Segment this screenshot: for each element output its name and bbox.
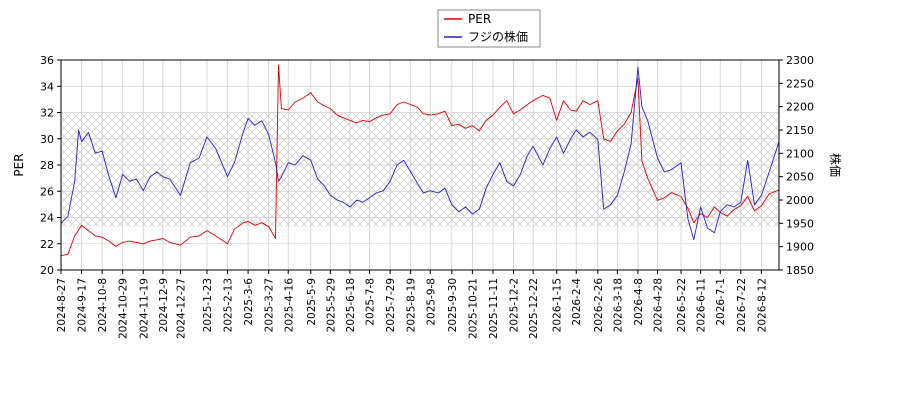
- left-tick-label: 32: [40, 107, 54, 120]
- x-tick-label: 2026-3-18: [612, 278, 624, 332]
- x-tick-label: 2025-7-8: [365, 278, 377, 326]
- x-tick-label: 2026-7-1: [715, 278, 727, 326]
- x-tick-label: 2024-8-27: [56, 278, 68, 332]
- left-tick-label: 28: [40, 159, 54, 172]
- x-tick-label: 2025-1-23: [202, 278, 214, 332]
- left-tick-label: 20: [40, 264, 54, 277]
- legend: PER フジの株価: [437, 9, 541, 48]
- x-tick-label: 2025-5-9: [306, 278, 318, 326]
- left-axis-label: PER: [12, 153, 26, 176]
- x-tick-label: 2025-2-13: [223, 278, 235, 332]
- x-tick-label: 2026-6-11: [696, 278, 708, 332]
- x-tick-label: 2025-4-16: [283, 278, 295, 333]
- left-axis-ticks: 20 22 24 26 28 30 32 34 36: [40, 54, 61, 277]
- x-tick-label: 2025-7-29: [385, 278, 397, 332]
- x-tick-label: 2024-10-8: [97, 278, 109, 332]
- x-tick-label: 2025-5-29: [325, 278, 337, 332]
- x-tick-label: 2025-10-21: [467, 278, 479, 339]
- x-tick-label: 2024-9-17: [77, 278, 89, 332]
- series-group: [61, 64, 779, 257]
- right-axis-label: 株価: [828, 153, 843, 177]
- legend-label-price: フジの株価: [468, 29, 528, 44]
- right-tick-label: 2250: [786, 77, 814, 90]
- x-tick-label: 2026-4-28: [653, 278, 665, 332]
- left-tick-label: 24: [40, 212, 54, 225]
- x-tick-label: 2024-12-27: [176, 278, 188, 339]
- legend-label-per: PER: [468, 12, 491, 26]
- right-tick-label: 2300: [786, 54, 814, 67]
- x-tick-label: 2024-12-9: [158, 278, 170, 332]
- grid-lines: [60, 59, 779, 271]
- x-tick-label: 2025-9-8: [425, 278, 437, 326]
- x-tick-label: 2026-5-22: [676, 278, 688, 332]
- x-tick-label: 2024-10-29: [118, 278, 130, 339]
- legend-box: [437, 9, 541, 48]
- x-tick-label: 2025-12-22: [528, 278, 540, 339]
- x-tick-label: 2025-6-18: [345, 278, 357, 332]
- left-tick-label: 26: [40, 185, 54, 198]
- left-tick-label: 34: [40, 80, 54, 93]
- right-tick-label: 1850: [786, 264, 814, 277]
- x-tick-label: 2025-3-27: [264, 278, 276, 332]
- right-axis-ticks: 1850 1900 1950 2000 2050 2100 2150 2200 2250 2300: [779, 54, 814, 277]
- x-tick-label: 2026-7-22: [736, 278, 748, 332]
- right-tick-label: 2200: [786, 101, 814, 114]
- left-tick-label: 36: [40, 54, 54, 67]
- x-tick-label: 2025-3-6: [243, 278, 255, 326]
- x-tick-label: 2026-2-26: [593, 278, 605, 333]
- x-tick-label: 2026-8-12: [756, 278, 768, 332]
- series-line-1: [61, 66, 779, 241]
- right-tick-label: 2150: [786, 124, 814, 137]
- x-tick-label: 2026-1-15: [552, 278, 564, 332]
- x-tick-label: 2025-8-19: [406, 278, 418, 332]
- right-tick-label: 2050: [786, 171, 814, 184]
- left-tick-label: 30: [40, 133, 54, 146]
- x-tick-label: 2026-4-8: [633, 278, 645, 326]
- left-tick-label: 22: [40, 238, 54, 251]
- right-tick-label: 1900: [786, 241, 814, 254]
- x-axis-ticks: 2024-8-27 2024-9-17 2024-10-8 2024-10-29 202…: [56, 270, 768, 339]
- series-line-0: [61, 64, 779, 257]
- x-tick-label: 2024-11-19: [138, 278, 150, 339]
- x-tick-label: 2025-11-11: [488, 278, 500, 339]
- right-tick-label: 2100: [786, 147, 814, 160]
- x-tick-label: 2025-9-30: [447, 278, 459, 332]
- right-tick-label: 2000: [786, 194, 814, 207]
- x-tick-label: 2025-12-2: [509, 278, 521, 332]
- right-tick-label: 1950: [786, 217, 814, 230]
- x-tick-label: 2026-2-4: [571, 278, 583, 326]
